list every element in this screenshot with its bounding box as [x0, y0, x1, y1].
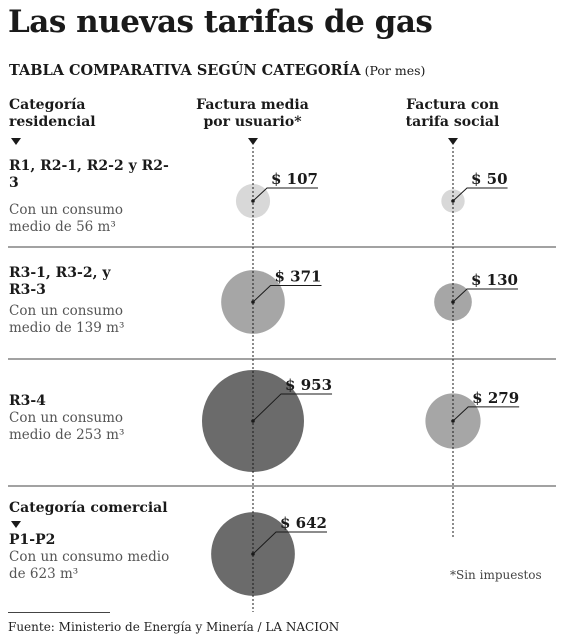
row-2-label: R3-1, R3-2, y R3-3 Con un consumo medio … — [9, 265, 129, 337]
value-label-avg-2: $ 371 — [275, 267, 322, 285]
footnote: *Sin impuestos — [450, 568, 542, 582]
header-social-bill: Factura con tarifa social — [405, 97, 500, 130]
row-3-name: R3-4 — [9, 393, 46, 409]
leader-line — [452, 288, 518, 303]
row-4-section: Categoría comercial — [9, 500, 168, 516]
source: Fuente: Ministerio de Energía y Minería … — [8, 620, 340, 634]
subtitle-unit: (Por mes) — [364, 63, 426, 78]
value-label-social-1: $ 50 — [471, 170, 508, 188]
subtitle-text: TABLA COMPARATIVA SEGÚN CATEGORÍA — [9, 62, 361, 79]
row-3-consumption: Con un consumo medio de 253 m³ — [9, 410, 125, 443]
bubble-center-dot — [251, 552, 255, 556]
row-2-name: R3-1, R3-2, y R3-3 — [9, 265, 111, 298]
leader-line — [452, 187, 508, 202]
value-labels: $ 107 $ 371 $ 953 $ 642 $ 50 $ 130 $ 279 — [251, 170, 519, 556]
value-label-avg-3: $ 953 — [285, 376, 332, 394]
column-guides — [252, 147, 454, 612]
row-1-name: R1, R2-1, R2-2 y R2-3 — [9, 158, 169, 191]
bubble-center-dot — [251, 419, 255, 423]
header-social-bill-arrow-icon — [448, 138, 458, 145]
header-category-arrow-icon — [11, 138, 21, 145]
bubble-center-dot — [451, 199, 455, 203]
row-4-consumption: Con un consumo medio de 623 m³ — [9, 549, 170, 582]
row-2-consumption: Con un consumo medio de 139 m³ — [9, 303, 125, 336]
bubble-center-dot — [451, 419, 455, 423]
leader-line — [452, 406, 520, 422]
row-dividers — [8, 246, 556, 487]
row-1-label: R1, R2-1, R2-2 y R2-3 Con un consumo med… — [9, 158, 169, 236]
header-category: Categoría residencial — [9, 97, 96, 130]
row-3-label: R3-4 Con un consumo medio de 253 m³ — [9, 393, 134, 444]
source-divider — [8, 612, 110, 613]
bubble-center-dot — [251, 199, 255, 203]
value-label-avg-4: $ 642 — [280, 514, 327, 532]
leader-line — [252, 284, 322, 303]
header-avg-bill: Factura media por usuario* — [196, 97, 309, 130]
value-label-avg-1: $ 107 — [271, 170, 318, 188]
bubbles — [202, 183, 481, 596]
row-1-consumption: Con un consumo medio de 56 m³ — [9, 202, 124, 235]
leader-line — [252, 393, 333, 422]
value-label-social-3: $ 279 — [472, 389, 519, 407]
bubble-center-dot — [251, 300, 255, 304]
page-title: Las nuevas tarifas de gas — [8, 4, 433, 40]
subtitle: TABLA COMPARATIVA SEGÚN CATEGORÍA (Por me… — [9, 62, 425, 79]
row-4-name: P1-P2 — [9, 532, 56, 548]
leader-line — [252, 531, 328, 555]
value-label-social-2: $ 130 — [471, 271, 518, 289]
header-avg-bill-arrow-icon — [248, 138, 258, 145]
row-4-label: Categoría comercial P1-P2 Con un consumo… — [9, 500, 179, 583]
row-4-section-arrow-icon — [11, 521, 21, 528]
leader-line — [252, 187, 318, 202]
bubble-center-dot — [451, 300, 455, 304]
